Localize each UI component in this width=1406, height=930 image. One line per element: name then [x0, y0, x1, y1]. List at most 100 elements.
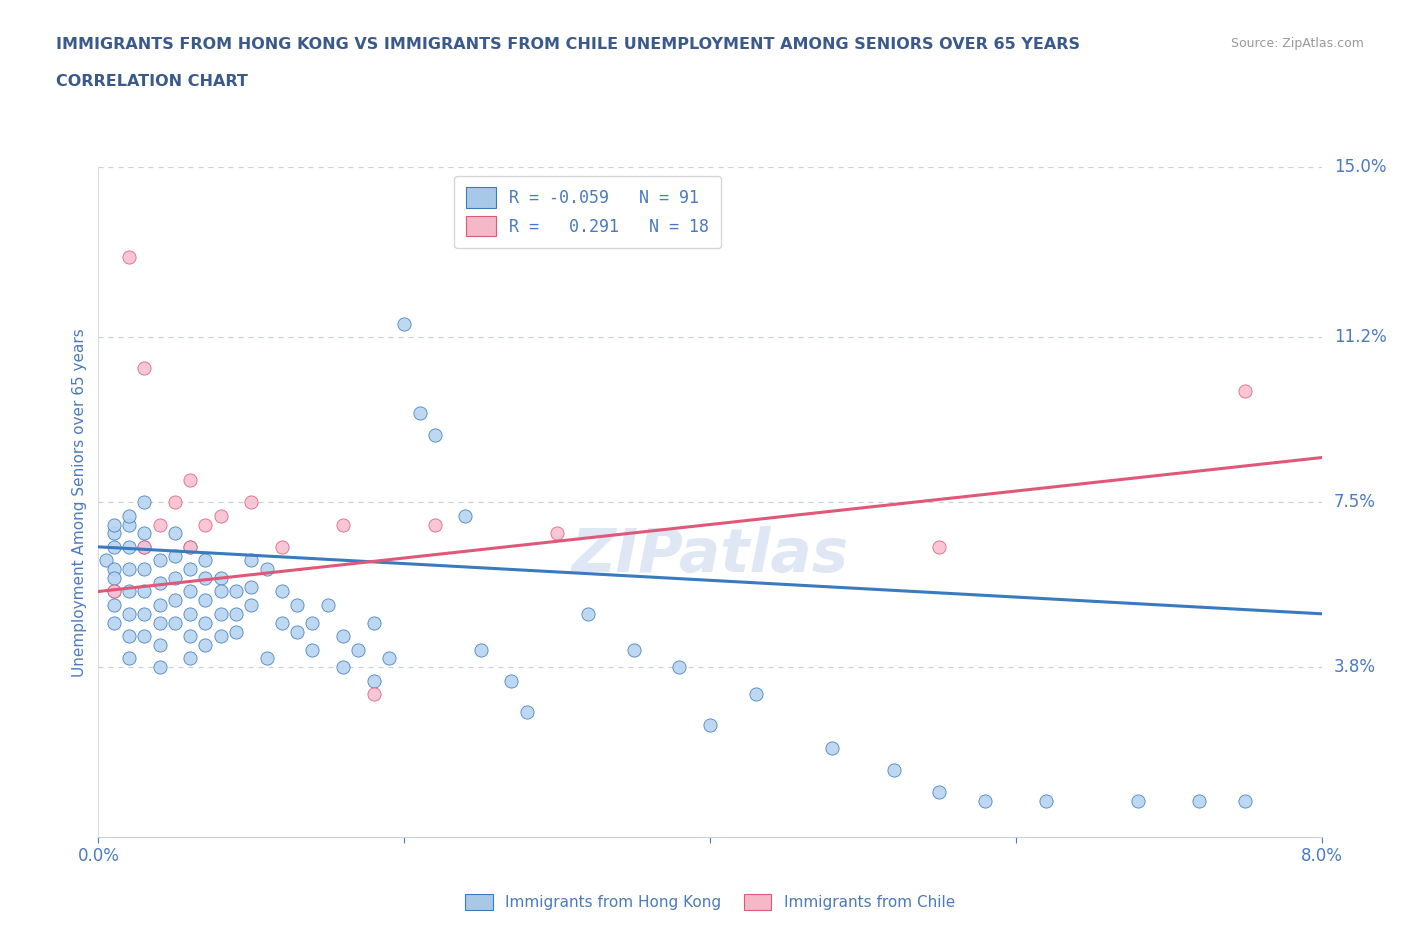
Point: [179, 584, 201, 599]
Point: [118, 584, 141, 599]
Point: [194, 571, 217, 586]
Point: [149, 660, 172, 675]
Text: 3.8%: 3.8%: [1334, 658, 1376, 676]
Legend: Immigrants from Hong Kong, Immigrants from Chile: Immigrants from Hong Kong, Immigrants fr…: [458, 887, 962, 916]
Point: [134, 606, 156, 621]
Point: [163, 616, 186, 631]
Point: [225, 624, 247, 639]
Point: [118, 539, 141, 554]
Point: [179, 472, 201, 487]
Point: [103, 539, 125, 554]
Point: [332, 629, 354, 644]
Text: 11.2%: 11.2%: [1334, 328, 1386, 346]
Point: [392, 316, 416, 331]
Point: [256, 562, 278, 577]
Point: [118, 606, 141, 621]
Point: [163, 526, 186, 541]
Point: [423, 428, 446, 443]
Point: [118, 249, 141, 264]
Point: [1128, 794, 1150, 809]
Point: [316, 597, 339, 612]
Point: [1234, 794, 1257, 809]
Point: [194, 638, 217, 653]
Point: [179, 539, 201, 554]
Point: [179, 539, 201, 554]
Point: [240, 495, 263, 510]
Point: [699, 718, 721, 733]
Point: [270, 539, 294, 554]
Point: [149, 638, 172, 653]
Point: [423, 517, 446, 532]
Point: [470, 642, 492, 657]
Point: [285, 597, 308, 612]
Point: [928, 539, 950, 554]
Text: IMMIGRANTS FROM HONG KONG VS IMMIGRANTS FROM CHILE UNEMPLOYMENT AMONG SENIORS OV: IMMIGRANTS FROM HONG KONG VS IMMIGRANTS …: [56, 37, 1080, 52]
Point: [118, 651, 141, 666]
Point: [118, 508, 141, 523]
Point: [103, 597, 125, 612]
Point: [332, 660, 354, 675]
Point: [134, 629, 156, 644]
Point: [363, 686, 385, 701]
Point: [240, 579, 263, 594]
Point: [134, 539, 156, 554]
Point: [149, 597, 172, 612]
Point: [546, 526, 568, 541]
Point: [194, 593, 217, 608]
Point: [209, 606, 232, 621]
Text: ZIPatlas: ZIPatlas: [571, 526, 849, 585]
Text: CORRELATION CHART: CORRELATION CHART: [56, 74, 247, 89]
Point: [163, 593, 186, 608]
Point: [256, 651, 278, 666]
Point: [1188, 794, 1211, 809]
Point: [134, 562, 156, 577]
Point: [1234, 383, 1257, 398]
Point: [134, 584, 156, 599]
Point: [928, 785, 950, 800]
Point: [576, 606, 599, 621]
Point: [179, 629, 201, 644]
Point: [363, 616, 385, 631]
Point: [225, 606, 247, 621]
Point: [1035, 794, 1057, 809]
Point: [179, 562, 201, 577]
Point: [408, 405, 430, 420]
Point: [347, 642, 370, 657]
Point: [668, 660, 690, 675]
Point: [194, 552, 217, 567]
Point: [332, 517, 354, 532]
Point: [149, 616, 172, 631]
Point: [225, 584, 247, 599]
Point: [103, 517, 125, 532]
Point: [163, 549, 186, 564]
Point: [363, 673, 385, 688]
Point: [209, 629, 232, 644]
Point: [285, 624, 308, 639]
Point: [134, 539, 156, 554]
Point: [118, 629, 141, 644]
Point: [821, 740, 844, 755]
Point: [103, 584, 125, 599]
Point: [301, 642, 323, 657]
Point: [194, 616, 217, 631]
Point: [516, 705, 538, 720]
Point: [118, 517, 141, 532]
Point: [209, 571, 232, 586]
Point: [149, 575, 172, 590]
Point: [270, 616, 294, 631]
Point: [149, 517, 172, 532]
Point: [240, 597, 263, 612]
Point: [454, 508, 477, 523]
Point: [501, 673, 523, 688]
Point: [103, 584, 125, 599]
Text: 15.0%: 15.0%: [1334, 158, 1386, 177]
Point: [94, 552, 117, 567]
Point: [378, 651, 401, 666]
Point: [163, 571, 186, 586]
Point: [301, 616, 323, 631]
Point: [118, 562, 141, 577]
Point: [974, 794, 997, 809]
Point: [209, 584, 232, 599]
Point: [623, 642, 645, 657]
Text: 7.5%: 7.5%: [1334, 493, 1375, 512]
